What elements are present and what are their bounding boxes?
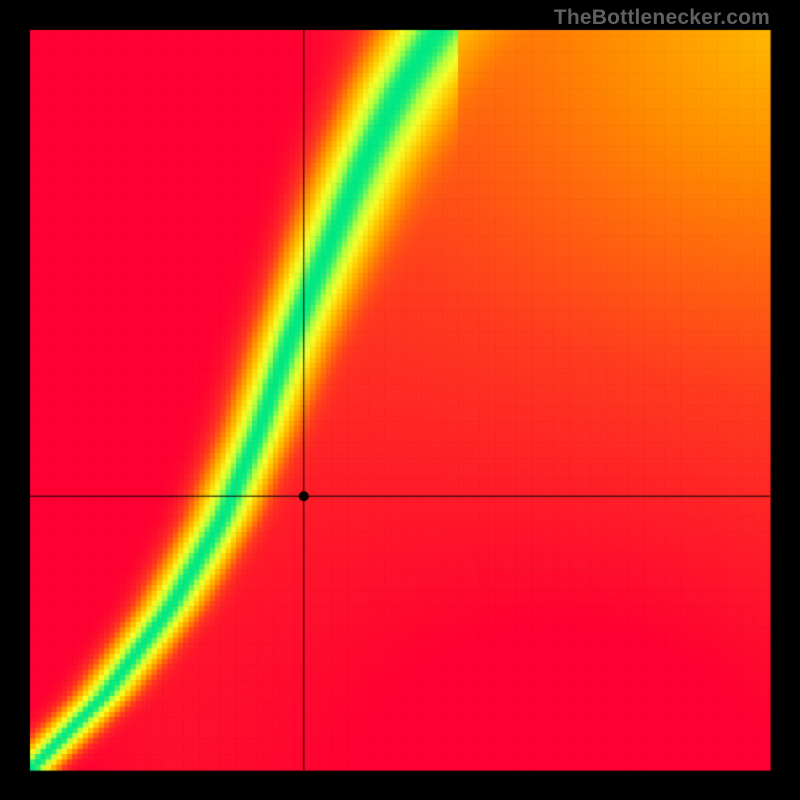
heatmap-canvas — [0, 0, 800, 800]
watermark-text: TheBottlenecker.com — [554, 6, 770, 30]
chart-container: TheBottlenecker.com — [0, 0, 800, 800]
